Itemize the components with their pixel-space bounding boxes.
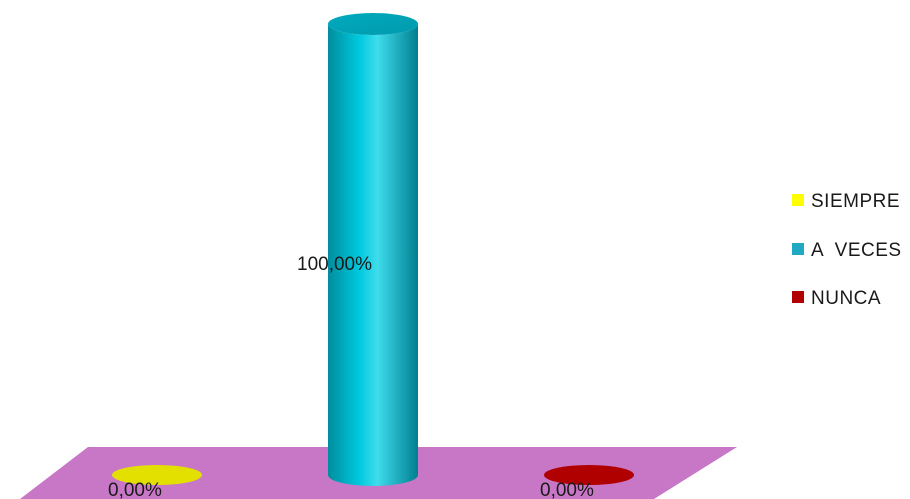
bar-a-veces bbox=[328, 13, 418, 486]
legend: SIEMPRE A VECES NUNCA bbox=[792, 191, 902, 309]
bar-nunca bbox=[544, 465, 634, 485]
legend-swatch-a-veces bbox=[792, 243, 804, 255]
chart-marks bbox=[112, 13, 634, 486]
legend-label-nunca: NUNCA bbox=[811, 288, 881, 309]
legend-swatch-siempre bbox=[792, 194, 804, 206]
bar-cap-a-veces bbox=[328, 13, 418, 35]
data-label-a-veces: 100,00% bbox=[297, 254, 372, 275]
data-label-nunca: 0,00% bbox=[540, 480, 594, 499]
legend-label-a-veces: A VECES bbox=[811, 240, 902, 261]
legend-label-siempre: SIEMPRE bbox=[811, 191, 900, 212]
bar-siempre bbox=[112, 465, 202, 485]
bar-body-a-veces bbox=[328, 24, 418, 486]
legend-swatch-nunca bbox=[792, 291, 804, 303]
data-label-siempre: 0,00% bbox=[108, 480, 162, 499]
